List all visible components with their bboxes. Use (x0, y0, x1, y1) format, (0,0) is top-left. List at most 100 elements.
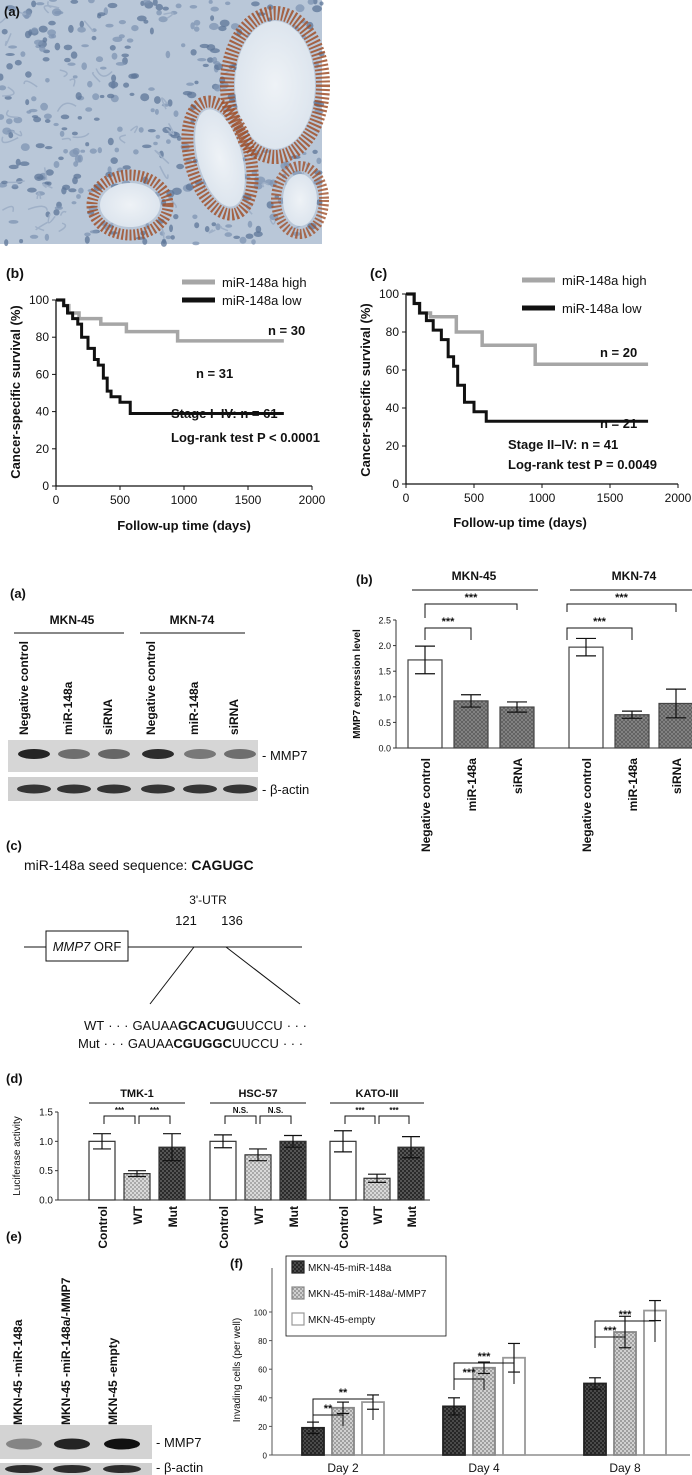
nucleus (89, 148, 97, 154)
logrank-label: Log-rank test P < 0.0001 (171, 430, 320, 445)
y-tick-label: 80 (36, 330, 50, 344)
nucleus (73, 161, 79, 167)
legend-label-high: miR-148a high (562, 273, 647, 288)
mmp7-band (98, 749, 130, 759)
y-tick-label: 40 (386, 401, 400, 415)
nucleus (143, 0, 151, 4)
nucleus (213, 84, 222, 92)
nucleus (108, 81, 119, 89)
nucleus (233, 235, 241, 239)
logrank-label: Log-rank test P = 0.0049 (508, 457, 657, 472)
nucleus (162, 6, 169, 11)
nucleus (131, 73, 139, 79)
stroma-fiber (4, 33, 12, 47)
nucleus (230, 23, 240, 30)
nucleus (26, 110, 32, 114)
n-high-label: n = 30 (268, 323, 305, 338)
invasion-chart: 0 20 40 60 80 100 Invading cells (per well) Day… (232, 1255, 690, 1475)
x-tick-label: 2000 (665, 491, 692, 505)
nucleus (140, 0, 145, 6)
stroma-fiber (118, 134, 126, 144)
nucleus (63, 44, 73, 51)
nucleus (142, 144, 152, 149)
panel-label-2d: (d) (6, 1071, 23, 1086)
significance-label: *** (465, 592, 479, 604)
nucleus (126, 38, 134, 43)
stroma-fiber (69, 78, 76, 87)
x-tick-label: 1500 (597, 491, 624, 505)
x-tick-label: 500 (464, 491, 484, 505)
significance-bracket (424, 603, 518, 618)
nucleus (71, 131, 78, 136)
nucleus (319, 1, 324, 6)
panel-label-3e: (e) (6, 1229, 22, 1244)
significance-label: ** (339, 1387, 348, 1399)
bar (158, 1146, 186, 1201)
nucleus (140, 93, 150, 102)
nucleus (20, 51, 26, 57)
stroma-fiber (1, 136, 19, 144)
significance-label: N.S. (268, 1106, 284, 1115)
nucleus (160, 239, 167, 247)
bar (499, 706, 535, 749)
significance-label: *** (389, 1106, 399, 1115)
x-tick-label: WT (371, 1205, 385, 1224)
nucleus (6, 63, 13, 70)
nucleus (70, 0, 79, 4)
nucleus (190, 49, 197, 56)
mmp7-band (54, 1438, 90, 1450)
nucleus (38, 25, 48, 33)
nucleus (245, 233, 254, 239)
nucleus (105, 23, 114, 28)
nucleus (210, 48, 220, 54)
nucleus (31, 27, 39, 34)
nucleus (63, 149, 68, 154)
stroma-fiber (0, 17, 7, 24)
nucleus (19, 239, 24, 244)
nucleus (48, 34, 55, 39)
actin-band (223, 784, 257, 794)
y-tick-label: 0.5 (39, 1166, 53, 1177)
nucleus (316, 157, 322, 164)
nucleus (7, 5, 17, 12)
y-tick-label: 80 (258, 1337, 267, 1346)
nucleus (152, 0, 158, 6)
nucleus (307, 0, 315, 5)
nucleus (84, 232, 91, 237)
nucleus (89, 230, 99, 234)
stage-label: Stage II–IV: n = 41 (508, 437, 618, 452)
nucleus (13, 116, 23, 124)
stroma-fiber (43, 5, 60, 14)
nucleus (71, 201, 77, 205)
utr-label: 3'-UTR (189, 893, 227, 907)
orf-label: MMP7 ORF (53, 939, 122, 954)
stroma-fiber (5, 109, 18, 119)
nucleus (158, 16, 168, 23)
nucleus (107, 2, 118, 9)
y-tick-label: 1.0 (39, 1137, 53, 1148)
significance-bracket (224, 1115, 257, 1124)
nucleus (193, 26, 200, 32)
significance-label: ** (324, 1403, 333, 1415)
nucleus (107, 166, 112, 174)
y-tick-label: 2.5 (378, 616, 391, 626)
stroma-fiber (61, 137, 72, 141)
nucleus (93, 117, 100, 121)
legend-label: MKN-45-empty (308, 1315, 375, 1326)
nucleus (100, 66, 107, 70)
mmp7-band (18, 749, 50, 759)
significance-bracket (594, 1320, 656, 1348)
nucleus (138, 127, 144, 133)
bar (88, 1140, 116, 1201)
legend-swatch (291, 1286, 305, 1300)
stroma-fiber (154, 149, 170, 165)
stroma-fiber (95, 68, 113, 77)
significance-bracket (312, 1398, 374, 1426)
lane-label: miR-148a (187, 681, 201, 735)
nucleus (91, 35, 97, 41)
nucleus (76, 194, 81, 199)
nucleus (194, 222, 200, 229)
luciferase-chart: 0.0 0.5 1.0 1.5 Luciferase activity Control WT… (12, 1088, 430, 1249)
y-tick-label: 1.5 (378, 667, 391, 677)
